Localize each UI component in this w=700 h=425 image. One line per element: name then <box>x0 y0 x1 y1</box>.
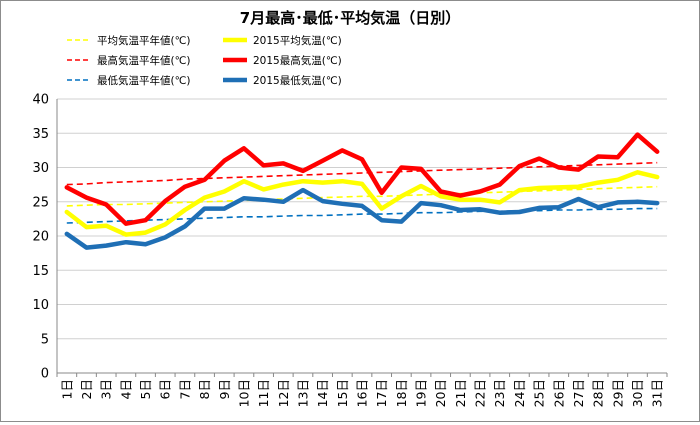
y-tick-label: 5 <box>41 332 49 347</box>
x-tick-label: 3日 <box>99 379 114 399</box>
y-tick-label: 35 <box>32 127 49 142</box>
x-tick-label: 18日 <box>394 379 409 407</box>
legend-label: 2015最低気温(℃) <box>253 74 342 87</box>
x-tick-label: 5日 <box>138 379 153 399</box>
legend-label: 最高気温平年値(℃) <box>97 54 191 67</box>
x-tick-label: 14日 <box>315 379 330 407</box>
legend-label: 最低気温平年値(℃) <box>97 74 191 87</box>
legend: 平均気温平年値(℃) 2015平均気温(℃) 最高気温平年値(℃) 2015最高気温(… <box>67 34 342 87</box>
x-tick-label: 19日 <box>414 379 429 407</box>
y-tick-label: 20 <box>32 230 49 245</box>
legend-label: 2015最高気温(℃) <box>253 54 342 67</box>
x-tick-label: 6日 <box>158 379 173 399</box>
y-tick-label: 25 <box>32 195 49 210</box>
y-tick-label: 30 <box>32 161 49 176</box>
gridlines <box>57 98 667 374</box>
y-tick-label: 0 <box>41 367 49 382</box>
series-line <box>66 207 658 224</box>
x-tick-label: 23日 <box>492 379 507 407</box>
y-tick-label: 40 <box>32 93 49 108</box>
series-line <box>64 132 660 226</box>
x-tick-label: 17日 <box>374 379 389 407</box>
x-tick-label: 11日 <box>256 379 271 407</box>
x-tick-label: 24日 <box>512 379 527 407</box>
x-tick-label: 8日 <box>197 379 212 399</box>
legend-label: 平均気温平年値(℃) <box>97 34 191 47</box>
x-tick-label: 12日 <box>276 379 291 407</box>
x-tick-label: 16日 <box>355 379 370 407</box>
x-tick-label: 7日 <box>177 379 192 399</box>
x-tick-label: 25日 <box>532 379 547 407</box>
x-tick-label: 2日 <box>79 379 94 399</box>
x-tick-label: 4日 <box>118 379 133 399</box>
y-axis: 0 5 10 15 20 25 30 35 40 <box>32 93 58 382</box>
legend-label: 2015平均気温(℃) <box>253 34 342 47</box>
x-tick-label: 21日 <box>453 379 468 407</box>
x-tick-label: 10日 <box>236 379 251 407</box>
y-tick-label: 10 <box>32 298 49 313</box>
x-axis: 1日 2日 3日 4日 5日 6日 7日 8日 9日 10日 11日 12日 13日 14日 15日 16日 1… <box>56 372 668 407</box>
series-lines <box>64 132 660 250</box>
x-tick-label: 26日 <box>551 379 566 407</box>
x-tick-label: 15日 <box>335 379 350 407</box>
x-tick-label: 9日 <box>217 379 232 399</box>
x-tick-label: 1日 <box>59 379 74 399</box>
x-tick-label: 28日 <box>591 379 606 407</box>
x-tick-label: 27日 <box>571 379 586 407</box>
x-tick-label: 31日 <box>650 379 665 407</box>
series-line <box>66 185 658 207</box>
series-line <box>64 187 660 250</box>
series-line <box>64 170 660 237</box>
x-tick-label: 30日 <box>630 379 645 407</box>
x-tick-label: 29日 <box>610 379 625 407</box>
x-tick-label: 20日 <box>433 379 448 407</box>
chart-title: 7月最高･最低･平均気温（日別） <box>240 9 460 27</box>
x-tick-label: 22日 <box>473 379 488 407</box>
y-tick-label: 15 <box>32 264 49 279</box>
series-line <box>66 161 658 186</box>
x-tick-label: 13日 <box>295 379 310 407</box>
